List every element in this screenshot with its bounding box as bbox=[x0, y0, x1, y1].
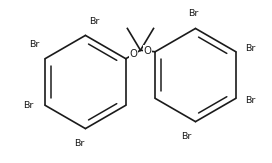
Text: Br: Br bbox=[181, 132, 191, 141]
Text: O: O bbox=[129, 49, 137, 59]
Text: Br: Br bbox=[29, 40, 39, 49]
Text: Br: Br bbox=[89, 17, 99, 26]
Text: Br: Br bbox=[245, 96, 256, 105]
Text: Br: Br bbox=[245, 44, 256, 53]
Text: Br: Br bbox=[23, 101, 33, 110]
Text: Br: Br bbox=[188, 9, 198, 18]
Text: Br: Br bbox=[74, 139, 85, 148]
Text: O: O bbox=[144, 46, 152, 56]
